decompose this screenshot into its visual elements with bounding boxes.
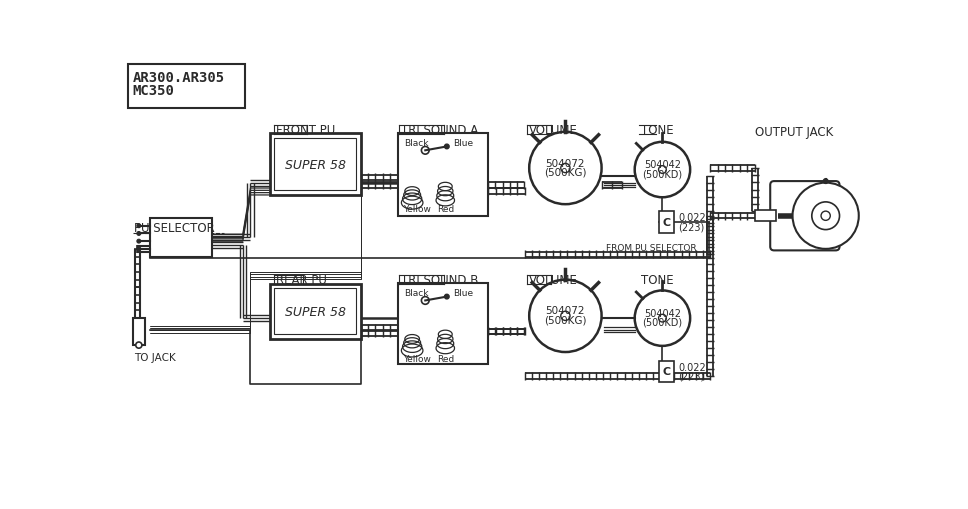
Text: OUTPUT JACK: OUTPUT JACK bbox=[755, 125, 833, 138]
Circle shape bbox=[821, 212, 831, 221]
Text: C: C bbox=[662, 366, 670, 377]
Circle shape bbox=[444, 145, 449, 150]
Bar bbox=[270, 134, 361, 195]
Circle shape bbox=[658, 166, 666, 174]
Text: Black: Black bbox=[405, 289, 429, 298]
Text: Red: Red bbox=[437, 354, 454, 363]
Text: 504042: 504042 bbox=[644, 160, 681, 170]
Text: SUPER 58: SUPER 58 bbox=[285, 305, 346, 318]
Text: 504072: 504072 bbox=[546, 158, 585, 168]
FancyBboxPatch shape bbox=[771, 182, 839, 251]
Text: TO JACK: TO JACK bbox=[135, 352, 176, 362]
Text: Yellow: Yellow bbox=[403, 205, 431, 214]
Text: Black: Black bbox=[405, 139, 429, 148]
Text: VOLUME: VOLUME bbox=[529, 274, 577, 287]
Bar bbox=[150, 219, 212, 257]
Bar bbox=[658, 212, 674, 233]
Text: (500KD): (500KD) bbox=[643, 318, 682, 327]
Circle shape bbox=[560, 312, 570, 321]
Bar bbox=[270, 284, 361, 340]
Text: FRONT PU: FRONT PU bbox=[276, 124, 335, 137]
Bar bbox=[398, 283, 489, 364]
Circle shape bbox=[635, 291, 690, 346]
Circle shape bbox=[529, 280, 601, 352]
Text: Blue: Blue bbox=[453, 139, 473, 148]
Text: TRI SOUND A: TRI SOUND A bbox=[401, 124, 478, 137]
Circle shape bbox=[529, 132, 601, 205]
Circle shape bbox=[136, 232, 140, 236]
Text: TRI SOUND B: TRI SOUND B bbox=[401, 274, 478, 287]
Circle shape bbox=[136, 224, 140, 228]
Circle shape bbox=[136, 343, 142, 349]
Text: TONE: TONE bbox=[641, 274, 674, 287]
Circle shape bbox=[421, 297, 429, 305]
Text: (223): (223) bbox=[679, 222, 705, 232]
Circle shape bbox=[812, 203, 839, 230]
Text: 504042: 504042 bbox=[644, 308, 681, 318]
Circle shape bbox=[635, 143, 690, 198]
Bar bbox=[755, 211, 776, 222]
Text: 0.022: 0.022 bbox=[679, 362, 707, 372]
Bar bbox=[658, 361, 674, 382]
Text: (500KD): (500KD) bbox=[643, 169, 682, 179]
Circle shape bbox=[444, 295, 449, 299]
Circle shape bbox=[824, 180, 828, 184]
Text: 504072: 504072 bbox=[546, 306, 585, 316]
Circle shape bbox=[560, 164, 570, 173]
Circle shape bbox=[136, 240, 140, 244]
Text: FROM PU SELECTOR: FROM PU SELECTOR bbox=[606, 243, 697, 252]
Text: Red: Red bbox=[437, 205, 454, 214]
Circle shape bbox=[658, 315, 666, 322]
Circle shape bbox=[136, 247, 140, 251]
Bar bbox=[274, 138, 356, 191]
Bar bbox=[133, 319, 145, 346]
Bar bbox=[398, 133, 489, 216]
Circle shape bbox=[793, 183, 859, 249]
Text: SUPER 58: SUPER 58 bbox=[285, 158, 346, 172]
Text: VOLUME: VOLUME bbox=[529, 124, 577, 137]
Text: AR300.AR305: AR300.AR305 bbox=[133, 71, 225, 85]
Text: (500KG): (500KG) bbox=[544, 315, 587, 325]
Text: Yellow: Yellow bbox=[403, 354, 431, 363]
Text: MC350: MC350 bbox=[133, 83, 174, 97]
Text: (500KG): (500KG) bbox=[544, 167, 587, 178]
Text: TONE: TONE bbox=[641, 124, 674, 137]
Bar bbox=[128, 65, 245, 109]
Bar bbox=[274, 289, 356, 334]
Text: C: C bbox=[662, 217, 670, 228]
Text: (223): (223) bbox=[679, 371, 705, 381]
Text: PU SELECTOR: PU SELECTOR bbox=[135, 221, 215, 234]
Text: 0.022: 0.022 bbox=[679, 213, 707, 223]
Text: REAR PU: REAR PU bbox=[276, 274, 327, 287]
Circle shape bbox=[421, 147, 429, 155]
Text: Blue: Blue bbox=[453, 289, 473, 298]
